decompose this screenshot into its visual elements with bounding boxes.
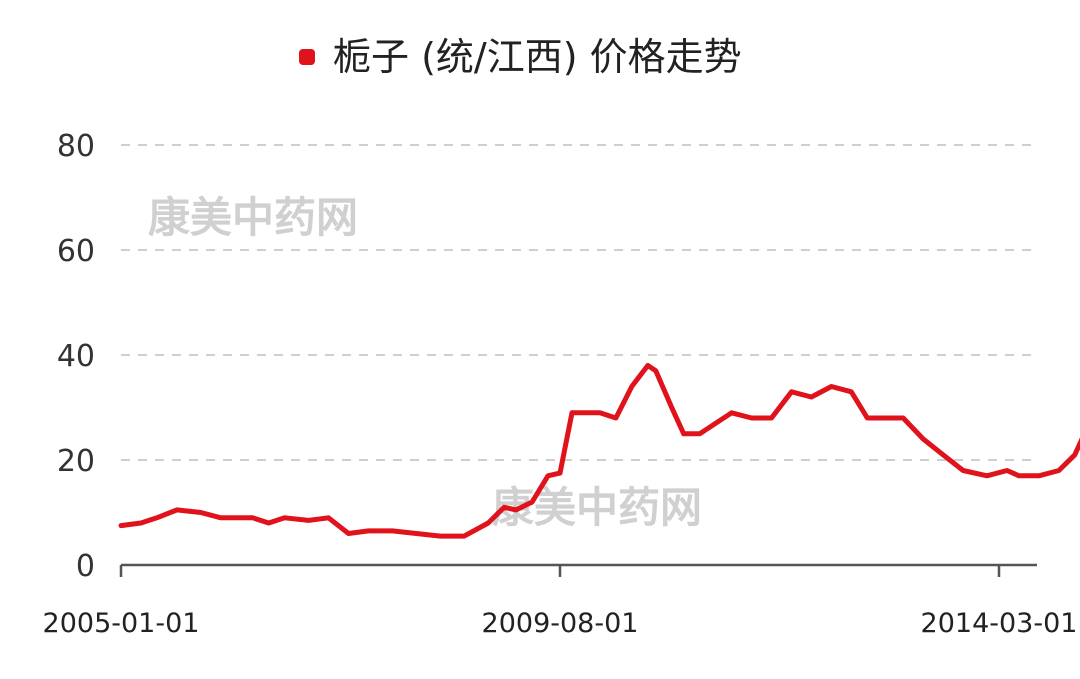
x-tick-label: 2009-08-01 — [482, 608, 639, 639]
x-tick-label: 2014-03-01 — [921, 608, 1078, 639]
watermark-top: 康美中药网 — [148, 193, 358, 242]
watermarks: 康美中药网 康美中药网 — [148, 193, 702, 532]
y-tick-label: 80 — [57, 129, 95, 164]
watermark-center: 康美中药网 — [492, 483, 702, 532]
y-tick-label: 60 — [57, 234, 95, 269]
y-tick-label: 20 — [57, 444, 95, 479]
x-axis: 2005-01-012009-08-012014-03-012018-11-01… — [43, 563, 1078, 639]
y-tick-label: 0 — [76, 549, 95, 584]
series-group — [118, 363, 1080, 539]
x-tick-label: 2005-01-01 — [43, 608, 200, 639]
legend: 栀子 (统/江西) 价格走势 — [299, 35, 742, 79]
y-tick-label: 40 — [57, 339, 95, 374]
y-axis-ticks: 0 20 40 60 80 — [57, 129, 95, 584]
legend-marker — [299, 49, 315, 65]
chart-title: 栀子 (统/江西) 价格走势 — [333, 35, 742, 79]
